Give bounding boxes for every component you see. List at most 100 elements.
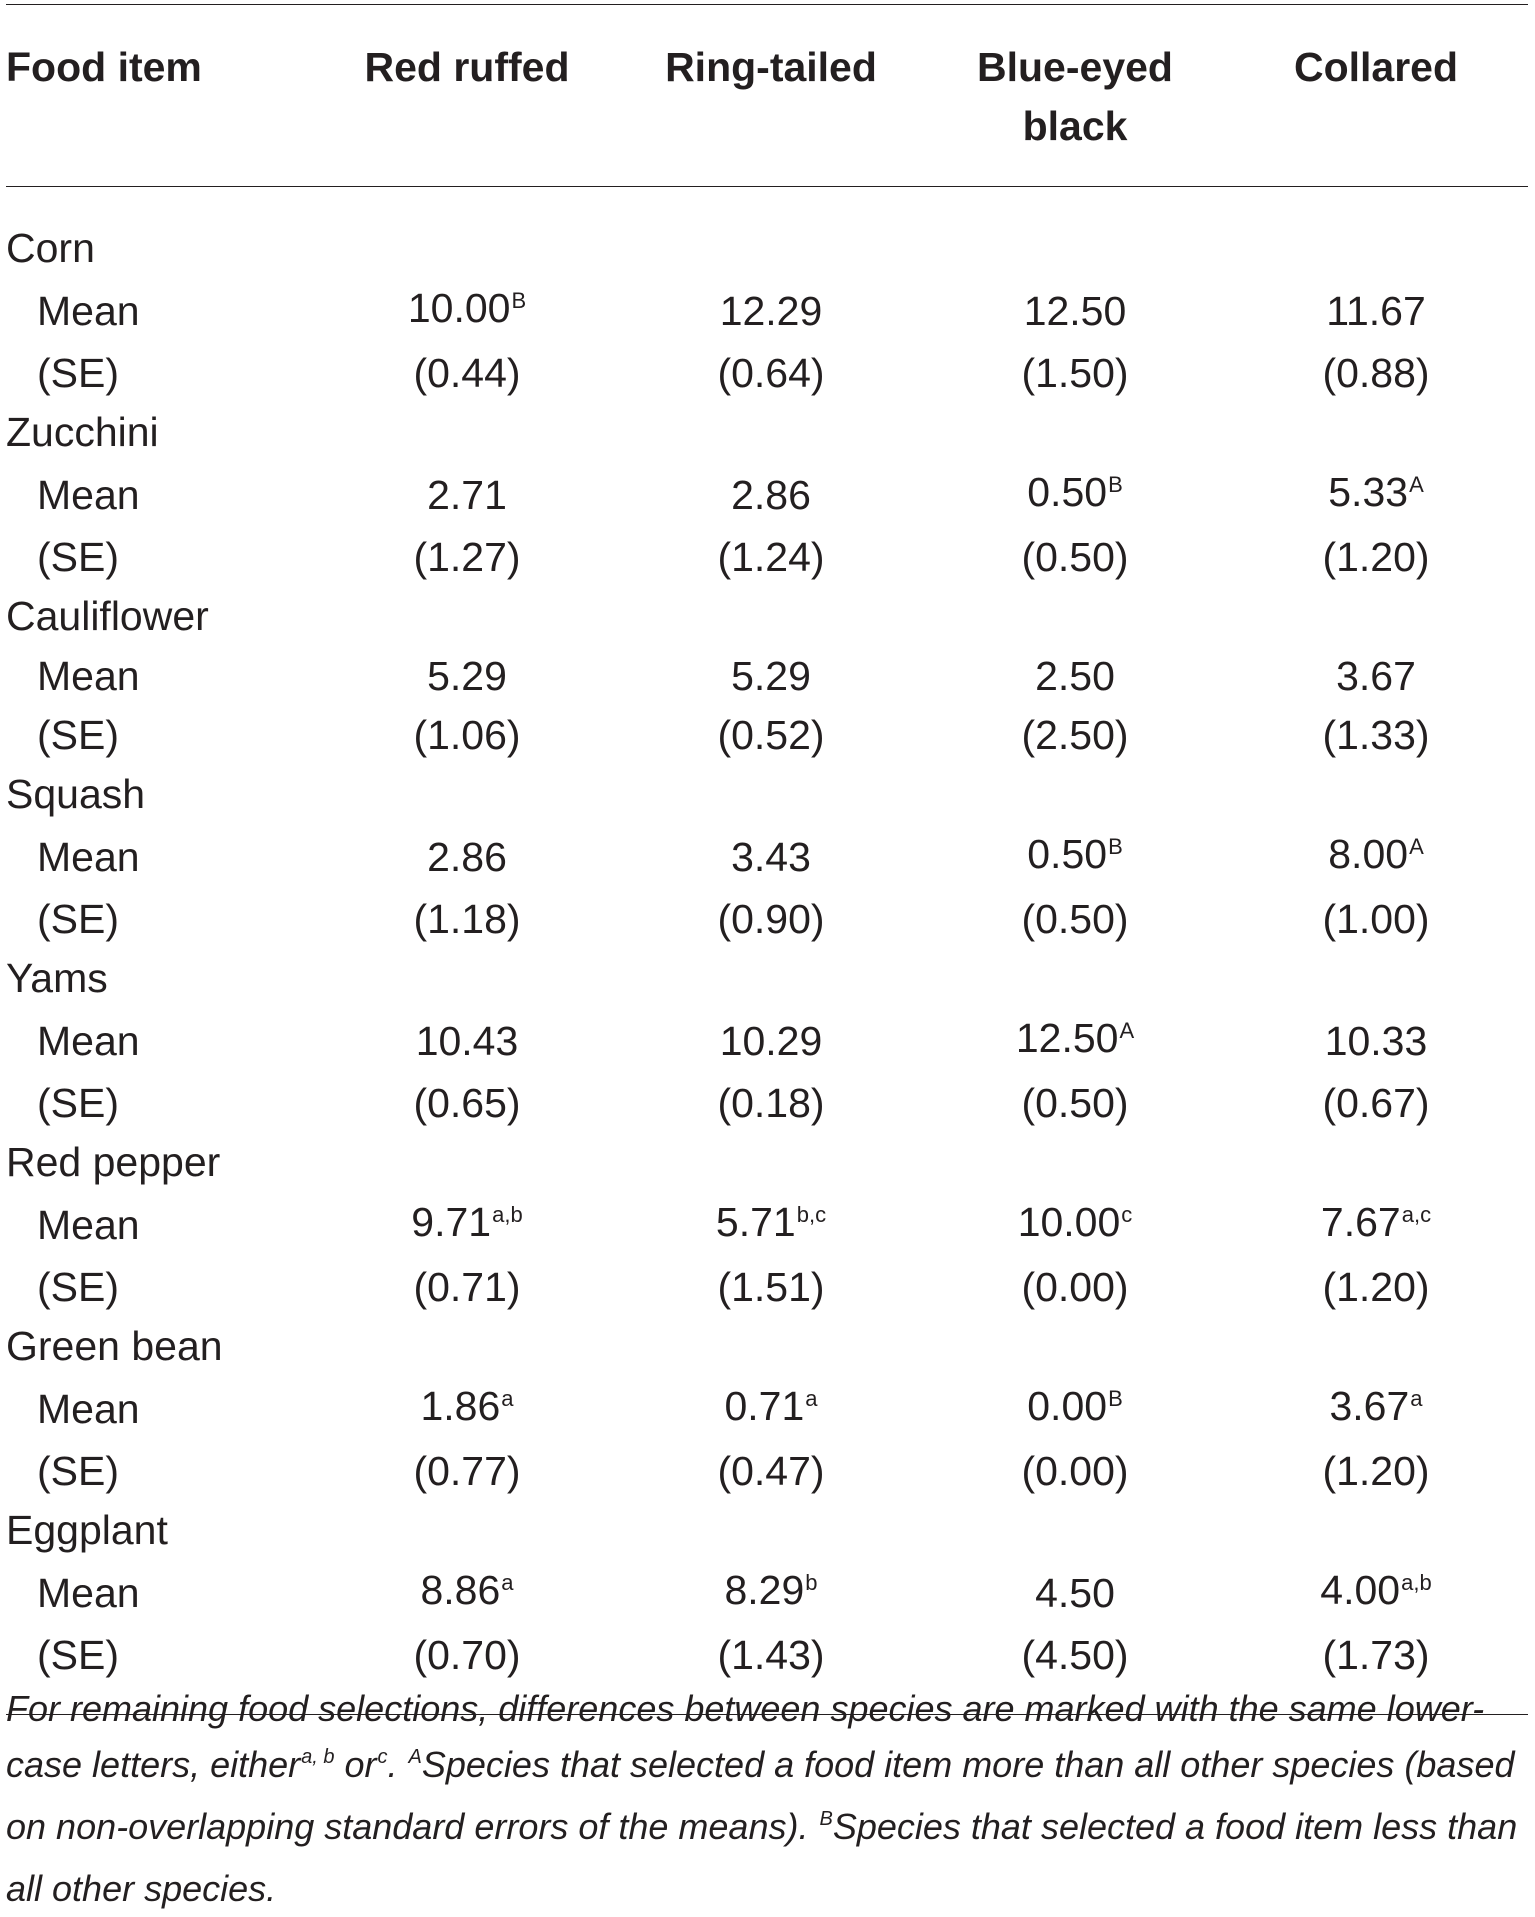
se-label: (SE)	[37, 1631, 119, 1678]
se-cell: (0.70)	[413, 1631, 521, 1678]
mean-row: Mean 1.86a 0.71a 0.00B 3.67a	[6, 1377, 1528, 1442]
mean-value: 10.43	[415, 1017, 519, 1064]
mean-value: 5.71	[715, 1198, 796, 1245]
mean-cell: 4.50	[926, 1561, 1224, 1626]
food-item-name: Eggplant	[6, 1507, 168, 1553]
mean-value: 3.67	[1329, 1382, 1410, 1429]
mean-label: Mean	[37, 1385, 140, 1432]
footnote-sup-B: B	[819, 1808, 833, 1830]
significance-marker: a	[501, 1385, 514, 1411]
mean-value: 8.00	[1328, 830, 1409, 877]
se-row: (SE) (1.27) (1.24) (0.50) (1.20)	[6, 528, 1528, 587]
food-item-name: Squash	[6, 771, 146, 817]
mean-value: 2.86	[427, 833, 507, 880]
significance-marker: A	[1409, 471, 1424, 497]
mean-value: 12.50	[1023, 287, 1127, 334]
spacer-row	[6, 187, 1528, 219]
mean-value: 12.50	[1015, 1014, 1119, 1061]
footnote-sup-c: c	[377, 1746, 388, 1768]
mean-value: 3.67	[1336, 652, 1416, 699]
se-cell: (1.18)	[413, 895, 521, 942]
mean-cell: 2.50	[926, 647, 1224, 706]
header-collared: Collared	[1293, 44, 1459, 90]
se-cell: (0.00)	[1021, 1263, 1129, 1310]
significance-marker: a,b	[492, 1201, 523, 1227]
footnote-sup-A: A	[408, 1746, 422, 1768]
mean-value: 3.43	[731, 833, 811, 880]
se-cell: (0.65)	[413, 1079, 521, 1126]
food-item-name: Yams	[6, 955, 108, 1001]
mean-value: 12.29	[719, 287, 823, 334]
footnote-text-3: .	[387, 1744, 408, 1785]
se-cell: (1.20)	[1322, 1447, 1430, 1494]
food-category-row: Red pepper	[6, 1133, 1528, 1193]
mean-cell: 5.29	[318, 647, 616, 706]
se-cell: (0.50)	[1021, 1079, 1129, 1126]
mean-value: 11.67	[1326, 287, 1426, 334]
mean-cell: 3.43	[616, 825, 926, 890]
se-cell: (1.24)	[717, 533, 825, 580]
significance-marker: a	[805, 1385, 818, 1411]
header-food-item: Food item	[6, 44, 202, 90]
mean-cell: 7.67a,c	[1224, 1193, 1528, 1258]
se-cell: (0.67)	[1322, 1079, 1430, 1126]
se-row: (SE) (0.44) (0.64) (1.50) (0.88)	[6, 344, 1528, 403]
mean-cell: 0.50B	[926, 463, 1224, 528]
mean-value: 0.50	[1027, 830, 1108, 877]
mean-cell: 12.50A	[926, 1009, 1224, 1074]
header-blue-eyed-black: Blue-eyed black	[926, 5, 1224, 187]
se-cell: (1.33)	[1322, 711, 1430, 758]
se-row: (SE) (0.77) (0.47) (0.00) (1.20)	[6, 1442, 1528, 1501]
header-blue-eyed-line2: black	[1022, 103, 1128, 149]
footnote-text-5: Species that selected a food item less t…	[6, 1806, 1518, 1909]
mean-cell: 5.29	[616, 647, 926, 706]
mean-value: 10.00	[1017, 1198, 1121, 1245]
food-category-row: Yams	[6, 949, 1528, 1009]
mean-row: Mean 9.71a,b 5.71b,c 10.00c 7.67a,c	[6, 1193, 1528, 1258]
se-cell: (0.00)	[1021, 1447, 1129, 1494]
mean-value: 4.50	[1035, 1569, 1115, 1616]
se-cell: (1.06)	[413, 711, 521, 758]
se-cell: (0.18)	[717, 1079, 825, 1126]
significance-marker: a	[1410, 1385, 1423, 1411]
food-item-name: Zucchini	[6, 409, 159, 455]
se-cell: (0.44)	[413, 349, 521, 396]
mean-cell: 10.29	[616, 1009, 926, 1074]
se-row: (SE) (1.18) (0.90) (0.50) (1.00)	[6, 890, 1528, 949]
mean-value: 4.00	[1320, 1566, 1401, 1613]
food-category-row: Cauliflower	[6, 587, 1528, 647]
mean-value: 8.29	[724, 1566, 805, 1613]
mean-row: Mean 2.86 3.43 0.50B 8.00A	[6, 825, 1528, 890]
significance-marker: B	[511, 287, 527, 313]
se-row: (SE) (1.06) (0.52) (2.50) (1.33)	[6, 706, 1528, 765]
food-category-row: Squash	[6, 765, 1528, 825]
se-label: (SE)	[37, 1079, 119, 1126]
mean-row: Mean 2.71 2.86 0.50B 5.33A	[6, 463, 1528, 528]
food-category-row: Corn	[6, 219, 1528, 279]
footnote-text-1: For remaining food selections, differenc…	[6, 1688, 1485, 1785]
significance-marker: B	[1108, 1385, 1123, 1411]
significance-marker: B	[1108, 833, 1123, 859]
mean-label: Mean	[37, 287, 140, 334]
significance-marker: b,c	[796, 1201, 827, 1227]
mean-cell: 0.00B	[926, 1377, 1224, 1442]
mean-value: 7.67	[1320, 1198, 1401, 1245]
mean-cell: 8.29b	[616, 1561, 926, 1626]
se-cell: (1.50)	[1021, 349, 1129, 396]
mean-cell: 12.50	[926, 279, 1224, 344]
footnote-text-4: Species that selected a food item more t…	[6, 1744, 1515, 1847]
mean-value: 0.50	[1027, 468, 1108, 515]
mean-cell: 2.86	[318, 825, 616, 890]
se-cell: (1.27)	[413, 533, 521, 580]
mean-row: Mean 10.00B 12.29 12.50 11.67	[6, 279, 1528, 344]
table-body: Corn Mean 10.00B 12.29 12.50 11.67 (SE) (0.44)(…	[6, 187, 1528, 1715]
significance-marker: a	[501, 1569, 514, 1595]
mean-label: Mean	[37, 471, 140, 518]
mean-value: 10.00	[407, 284, 511, 331]
mean-cell: 4.00a,b	[1224, 1561, 1528, 1626]
se-cell: (0.71)	[413, 1263, 521, 1310]
mean-value: 9.71	[411, 1198, 492, 1245]
mean-value: 10.29	[719, 1017, 823, 1064]
mean-cell: 3.67	[1224, 647, 1528, 706]
